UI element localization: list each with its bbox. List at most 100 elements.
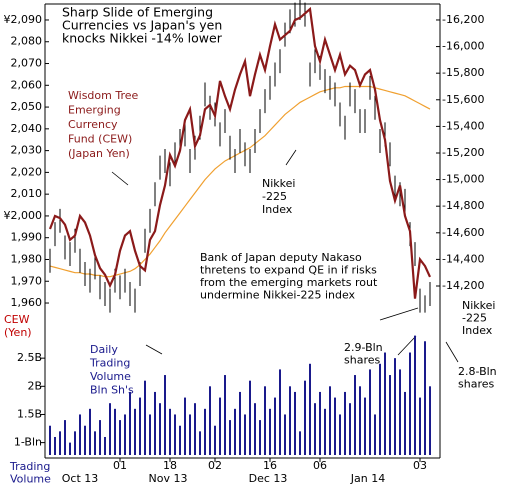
volume-bar <box>119 420 121 455</box>
annotation: -225 <box>462 312 487 325</box>
volume-bar <box>354 375 356 455</box>
volume-bar <box>139 397 141 455</box>
pointer <box>145 344 163 355</box>
volume-bar <box>74 431 76 455</box>
volume-bar <box>364 397 366 455</box>
annotation: 2.9-Bln <box>344 341 383 354</box>
x-tick-label: 03 <box>413 459 427 472</box>
y-tick-label: 1,990 <box>11 231 43 244</box>
volume-bar <box>209 386 211 455</box>
volume-bar <box>429 386 431 455</box>
pointer <box>397 335 417 356</box>
month-label: Jan 14 <box>350 472 385 485</box>
pointer <box>379 307 419 321</box>
volume-bar <box>229 420 231 455</box>
y-tick-label: 2,030 <box>11 144 43 157</box>
annotation: Currencies vs Japan's yen <box>62 18 222 33</box>
volume-bar <box>349 403 351 455</box>
volume-bar <box>424 341 426 455</box>
annotation: Volume <box>10 473 51 485</box>
volume-bar <box>414 335 416 455</box>
volume-bar <box>184 397 186 455</box>
volume-bar <box>99 420 101 455</box>
volume-bar <box>189 414 191 455</box>
annotation: Nikkei <box>262 177 295 190</box>
volume-bar <box>299 431 301 455</box>
volume-bar <box>419 397 421 455</box>
volume-bar <box>79 414 81 455</box>
volume-bar <box>64 420 66 455</box>
volume-bar <box>194 403 196 455</box>
volume-bar <box>389 375 391 455</box>
y-tick-label: 2,080 <box>11 35 43 48</box>
pointer <box>111 171 129 186</box>
volume-bar <box>309 363 311 455</box>
volume-bar <box>329 386 331 455</box>
volume-bar <box>109 403 111 455</box>
volume-bar <box>269 408 271 455</box>
volume-tick-label: 1.5B <box>17 407 42 420</box>
volume-tick-label: 1-Bln <box>14 436 42 449</box>
volume-bar <box>159 403 161 455</box>
volume-bar <box>319 391 321 455</box>
annotation: (Japan Yen) <box>68 147 130 160</box>
y-tick-label: 2,040 <box>11 122 43 135</box>
volume-bar <box>359 386 361 455</box>
y-tick-label: 2,050 <box>11 100 43 113</box>
volume-bar <box>339 414 341 455</box>
volume-bar <box>294 391 296 455</box>
volume-bar <box>129 391 131 455</box>
annotation: knocks Nikkei -14% lower <box>62 31 223 46</box>
annotation: Sharp Slide of Emerging <box>62 5 213 20</box>
volume-bar <box>89 408 91 455</box>
volume-bar <box>384 352 386 455</box>
annotation: Index <box>262 203 293 216</box>
y2-tick-label: -16,200 <box>442 13 484 26</box>
volume-bar <box>114 408 116 455</box>
annotation: Fund (CEW) <box>68 133 132 146</box>
volume-bar <box>199 431 201 455</box>
y-tick-label: 2,060 <box>11 78 43 91</box>
volume-bar <box>314 403 316 455</box>
y2-tick-label: -14,800 <box>442 199 484 212</box>
annotation: thretens to expand QE in if risks <box>200 264 377 277</box>
volume-bar <box>144 380 146 455</box>
volume-bar <box>239 391 241 455</box>
annotation: Currency <box>68 118 118 131</box>
annotation: (Yen) <box>4 326 32 339</box>
annotation: Index <box>462 324 493 337</box>
month-label: Nov 13 <box>149 472 188 485</box>
y2-tick-label: -15,400 <box>442 119 484 132</box>
x-tick-label: 02 <box>208 459 222 472</box>
y-tick-label: 2,010 <box>11 187 43 200</box>
y2-tick-label: -15,600 <box>442 93 484 106</box>
annotation: shares <box>344 354 380 367</box>
volume-bar <box>379 363 381 455</box>
volume-bar <box>164 375 166 455</box>
volume-bar <box>179 425 181 455</box>
y-tick-label: 1,980 <box>11 252 43 265</box>
month-label: Oct 13 <box>62 472 99 485</box>
y-tick-label: ¥2,090 <box>4 13 43 26</box>
volume-bar <box>224 375 226 455</box>
volume-bar <box>134 408 136 455</box>
x-tick-label: 16 <box>263 459 277 472</box>
annotation: Trading <box>89 357 130 370</box>
volume-bar <box>264 386 266 455</box>
volume-bar <box>399 369 401 455</box>
y-tick-label: 2,020 <box>11 165 43 178</box>
volume-bar <box>59 431 61 455</box>
volume-tick-label: 2.5B <box>17 351 42 364</box>
month-label: Dec 13 <box>249 472 288 485</box>
volume-bar <box>394 358 396 455</box>
x-tick-label: 06 <box>313 459 327 472</box>
volume-bar <box>374 414 376 455</box>
volume-bar <box>49 425 51 455</box>
annotation: shares <box>458 378 494 391</box>
volume-bar <box>284 414 286 455</box>
y-tick-label: ¥2,000 <box>4 209 43 222</box>
y-tick-label: 2,070 <box>11 57 43 70</box>
annotation: -225 <box>262 190 287 203</box>
y2-tick-label: -14,600 <box>442 226 484 239</box>
